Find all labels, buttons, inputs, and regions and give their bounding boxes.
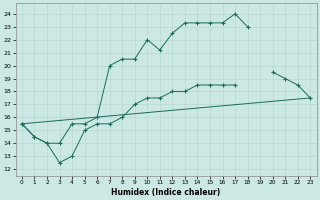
X-axis label: Humidex (Indice chaleur): Humidex (Indice chaleur)	[111, 188, 221, 197]
